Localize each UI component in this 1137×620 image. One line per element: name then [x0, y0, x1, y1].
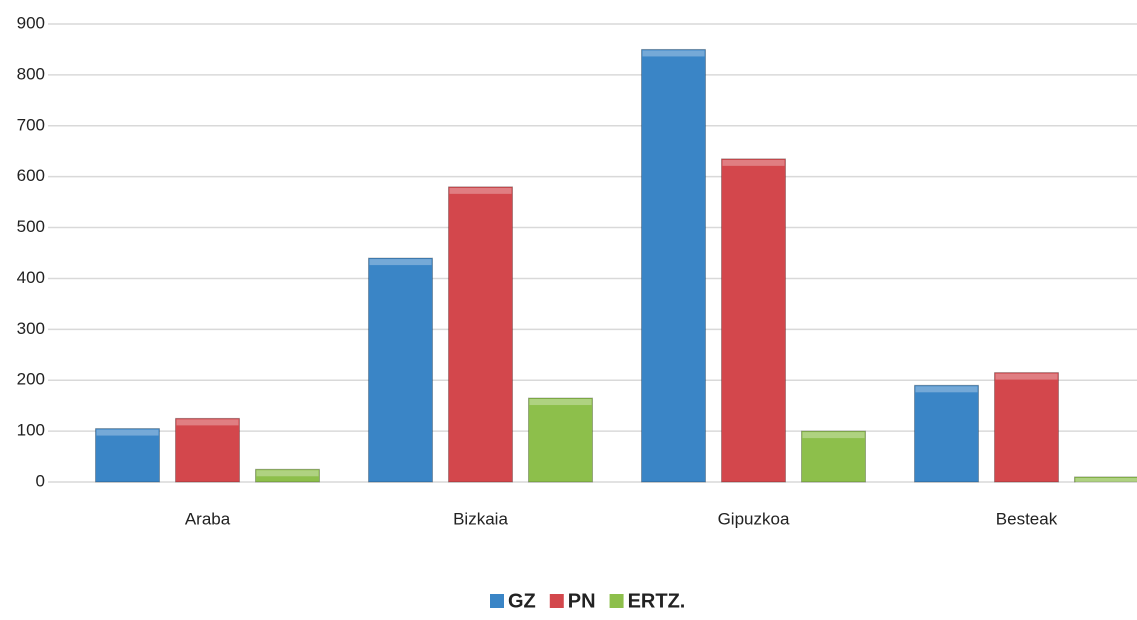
y-tick-label: 700 [17, 115, 45, 134]
y-tick-label: 500 [17, 217, 45, 236]
legend-label: ERTZ. [628, 590, 686, 612]
bar-highlight [176, 419, 239, 426]
x-tick-label: Besteak [996, 509, 1058, 528]
y-tick-label: 800 [17, 64, 45, 83]
legend-label: PN [568, 590, 596, 612]
y-tick-label: 300 [17, 319, 45, 338]
y-tick-label: 100 [17, 421, 45, 440]
x-tick-label: Bizkaia [453, 509, 508, 528]
x-tick-label: Gipuzkoa [718, 509, 790, 528]
bar-highlight [369, 259, 432, 266]
bar [368, 257, 433, 483]
bar [175, 417, 240, 483]
bar [95, 428, 160, 483]
bar [448, 186, 513, 483]
bar-highlight [642, 50, 705, 57]
y-tick-label: 400 [17, 268, 45, 287]
bar-highlight [802, 432, 865, 439]
bar [914, 384, 979, 483]
y-tick-label: 600 [17, 166, 45, 185]
bar [641, 48, 706, 483]
bar-highlight [722, 159, 785, 166]
bar [801, 430, 866, 483]
y-tick-label: 900 [17, 13, 45, 32]
bar [994, 372, 1059, 483]
bar [721, 158, 786, 483]
legend-swatch [609, 594, 624, 608]
bar-highlight [529, 399, 592, 406]
legend-label: GZ [508, 590, 536, 612]
legend-swatch [490, 594, 504, 608]
bar-highlight [256, 470, 319, 477]
bar-highlight [915, 386, 978, 393]
bar-highlight [1075, 477, 1137, 483]
bar-highlight [995, 373, 1058, 380]
bar [528, 397, 593, 483]
bar-highlight [96, 429, 159, 436]
y-tick-label: 0 [36, 471, 45, 490]
y-tick-label: 200 [17, 370, 45, 389]
legend-swatch [549, 594, 564, 608]
bar [255, 468, 320, 483]
bar-highlight [449, 187, 512, 194]
bar [1074, 476, 1137, 483]
x-tick-label: Araba [185, 509, 231, 528]
